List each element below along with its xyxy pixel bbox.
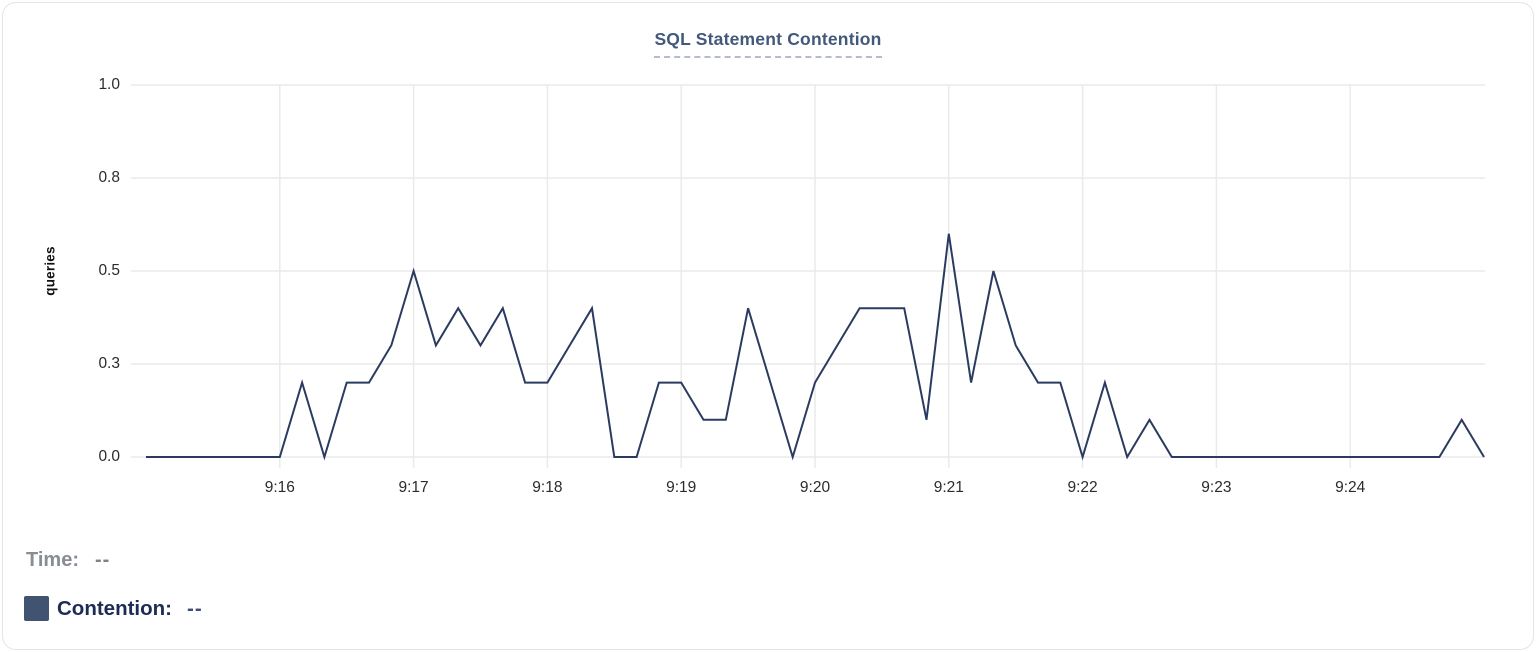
contention-series-swatch xyxy=(24,596,49,621)
y-tick-label: 0.5 xyxy=(98,262,120,279)
contention-series-line[interactable] xyxy=(146,233,1485,461)
x-tick-label: 9:19 xyxy=(666,479,697,496)
x-tick-label: 9:16 xyxy=(264,479,295,496)
legend-time-label: Time: xyxy=(26,549,79,571)
y-tick-label: 0.0 xyxy=(98,448,120,465)
legend-contention-row: Contention: -- xyxy=(24,596,203,621)
y-tick-label: 0.8 xyxy=(98,169,120,186)
legend-time-value: -- xyxy=(94,549,111,571)
chart-header: SQL Statement Contention xyxy=(3,29,1533,58)
x-axis-tick-labels: 9:16 9:17 9:18 9:19 9:20 9:21 9:22 9:23 9:24 xyxy=(3,3,1533,649)
x-tick-label: 9:17 xyxy=(398,479,429,496)
y-axis-title: queries xyxy=(42,246,58,296)
x-tick-label: 9:23 xyxy=(1201,479,1232,496)
legend-contention-label: Contention: xyxy=(57,596,172,620)
y-tick-label: 0.3 xyxy=(98,355,120,372)
chart-title[interactable]: SQL Statement Contention xyxy=(654,29,882,58)
y-tick-label: 1.0 xyxy=(98,76,120,93)
x-tick-label: 9:20 xyxy=(799,479,831,496)
y-axis-tick-labels: 1.0 0.8 0.5 0.3 0.0 xyxy=(3,3,120,649)
legend-time-row: Time: -- xyxy=(26,549,110,572)
x-tick-label: 9:22 xyxy=(1067,479,1098,496)
legend-contention-value: -- xyxy=(187,596,203,620)
contention-line-chart[interactable] xyxy=(3,3,1534,650)
x-tick-label: 9:24 xyxy=(1335,479,1366,496)
x-tick-label: 9:18 xyxy=(532,479,563,496)
x-tick-label: 9:21 xyxy=(933,479,964,496)
